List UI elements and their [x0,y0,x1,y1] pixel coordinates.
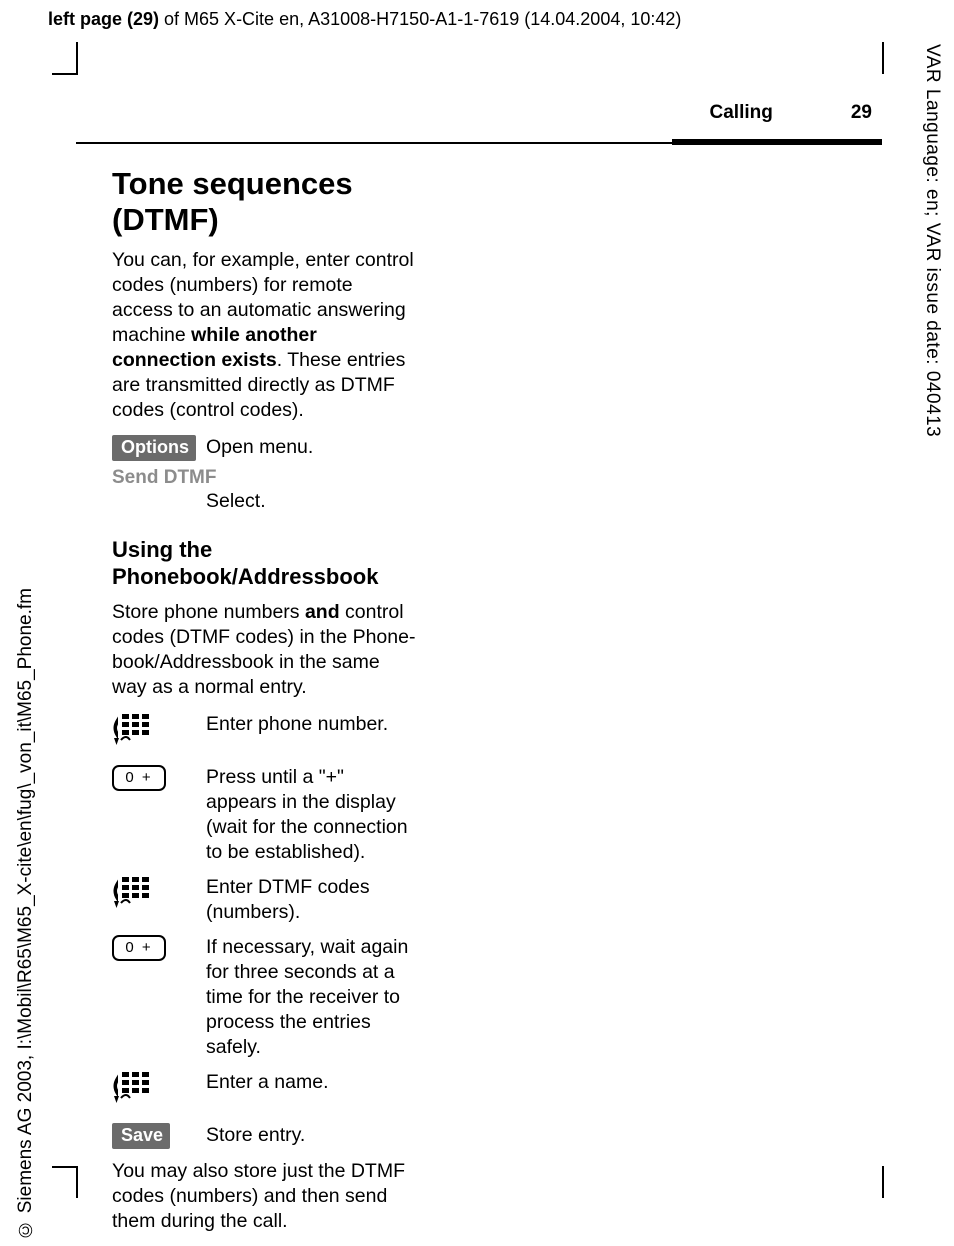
step-text: Enter phone number. [206,712,416,737]
zero-key-icon: 0 + [112,765,166,791]
send-dtmf-desc: Select. [206,489,416,514]
section-name: Calling [710,102,773,124]
page-number: 29 [851,102,872,124]
step-row: Enter phone number. [112,712,416,755]
crop-mark [882,42,884,74]
options-row: Options Open menu. [112,435,416,461]
intro-paragraph: You can, for example, enter control code… [112,248,416,423]
keypad-icon [112,875,152,918]
keypad-icon [112,712,152,750]
margin-note-right: VAR Language: en; VAR issue date: 040413 [920,44,944,437]
running-head: Calling 29 [76,102,882,144]
options-description: Open menu. [206,435,416,460]
crop-mark [882,1166,884,1198]
manual-page: left page (29) of M65 X-Cite en, A31008-… [0,0,954,1246]
softkey-save: Save [112,1123,170,1149]
step-icon-cell [112,875,206,918]
step-text: If necessary, wait again for three secon… [206,935,416,1060]
step-text: Enter DTMF codes (numbers). [206,875,416,925]
step-icon-cell: 0 + [112,765,206,791]
step-row: 0 + Press until a "+" appears in the disp… [112,765,416,865]
step-icon-cell [112,712,206,755]
crop-mark [52,73,78,75]
page-number-value: 29 [851,102,872,123]
step-text: Press until a "+" appears in the display… [206,765,416,865]
step-icon-cell: 0 + [112,935,206,961]
pdf-header: left page (29) of M65 X-Cite en, A31008-… [48,8,681,30]
zero-key-icon: 0 + [112,935,166,961]
step-row: Enter DTMF codes (numbers). [112,875,416,925]
store-bold: and [305,601,340,623]
pdf-header-rest: of M65 X-Cite en, A31008-H7150-A1-1-7619… [159,9,681,29]
crop-mark [76,42,78,74]
step-row: Enter a name. [112,1070,416,1113]
step-icon-cell [112,1070,206,1113]
pdf-header-bold: left page (29) [48,9,159,29]
step-row: Save Store entry. [112,1123,416,1149]
heading-1: Tone sequences (DTMF) [112,166,416,238]
heading-2: Using the Phonebook/Address­book [112,536,416,590]
step-row: 0 + If necessary, wait again for three se… [112,935,416,1060]
footer-paragraph: You may also store just the DTMF codes (… [112,1159,416,1234]
keypad-icon [112,1070,152,1108]
content-column: Tone sequences (DTMF) You can, for examp… [112,166,416,1234]
margin-note-left: © Siemens AG 2003, I:\Mobil\R65\M65_X-ci… [14,588,38,1240]
instruction-steps: Enter phone number. 0 + Press until a "+" … [112,712,416,1149]
crop-mark [52,1166,78,1168]
keypad-icon [112,875,152,913]
send-dtmf-label: Send DTMF [112,467,416,489]
softkey-options: Options [112,435,196,461]
step-icon-cell: Save [112,1123,206,1149]
store-paragraph: Store phone numbers and control codes (D… [112,600,416,700]
keypad-icon [112,712,152,755]
step-text: Enter a name. [206,1070,416,1095]
step-text: Store entry. [206,1123,416,1148]
crop-mark [76,1166,78,1198]
page-number-rule [672,139,882,145]
keypad-icon [112,1070,152,1113]
store-text: Store phone numbers [112,601,305,623]
send-dtmf-row: Select. [112,489,416,514]
